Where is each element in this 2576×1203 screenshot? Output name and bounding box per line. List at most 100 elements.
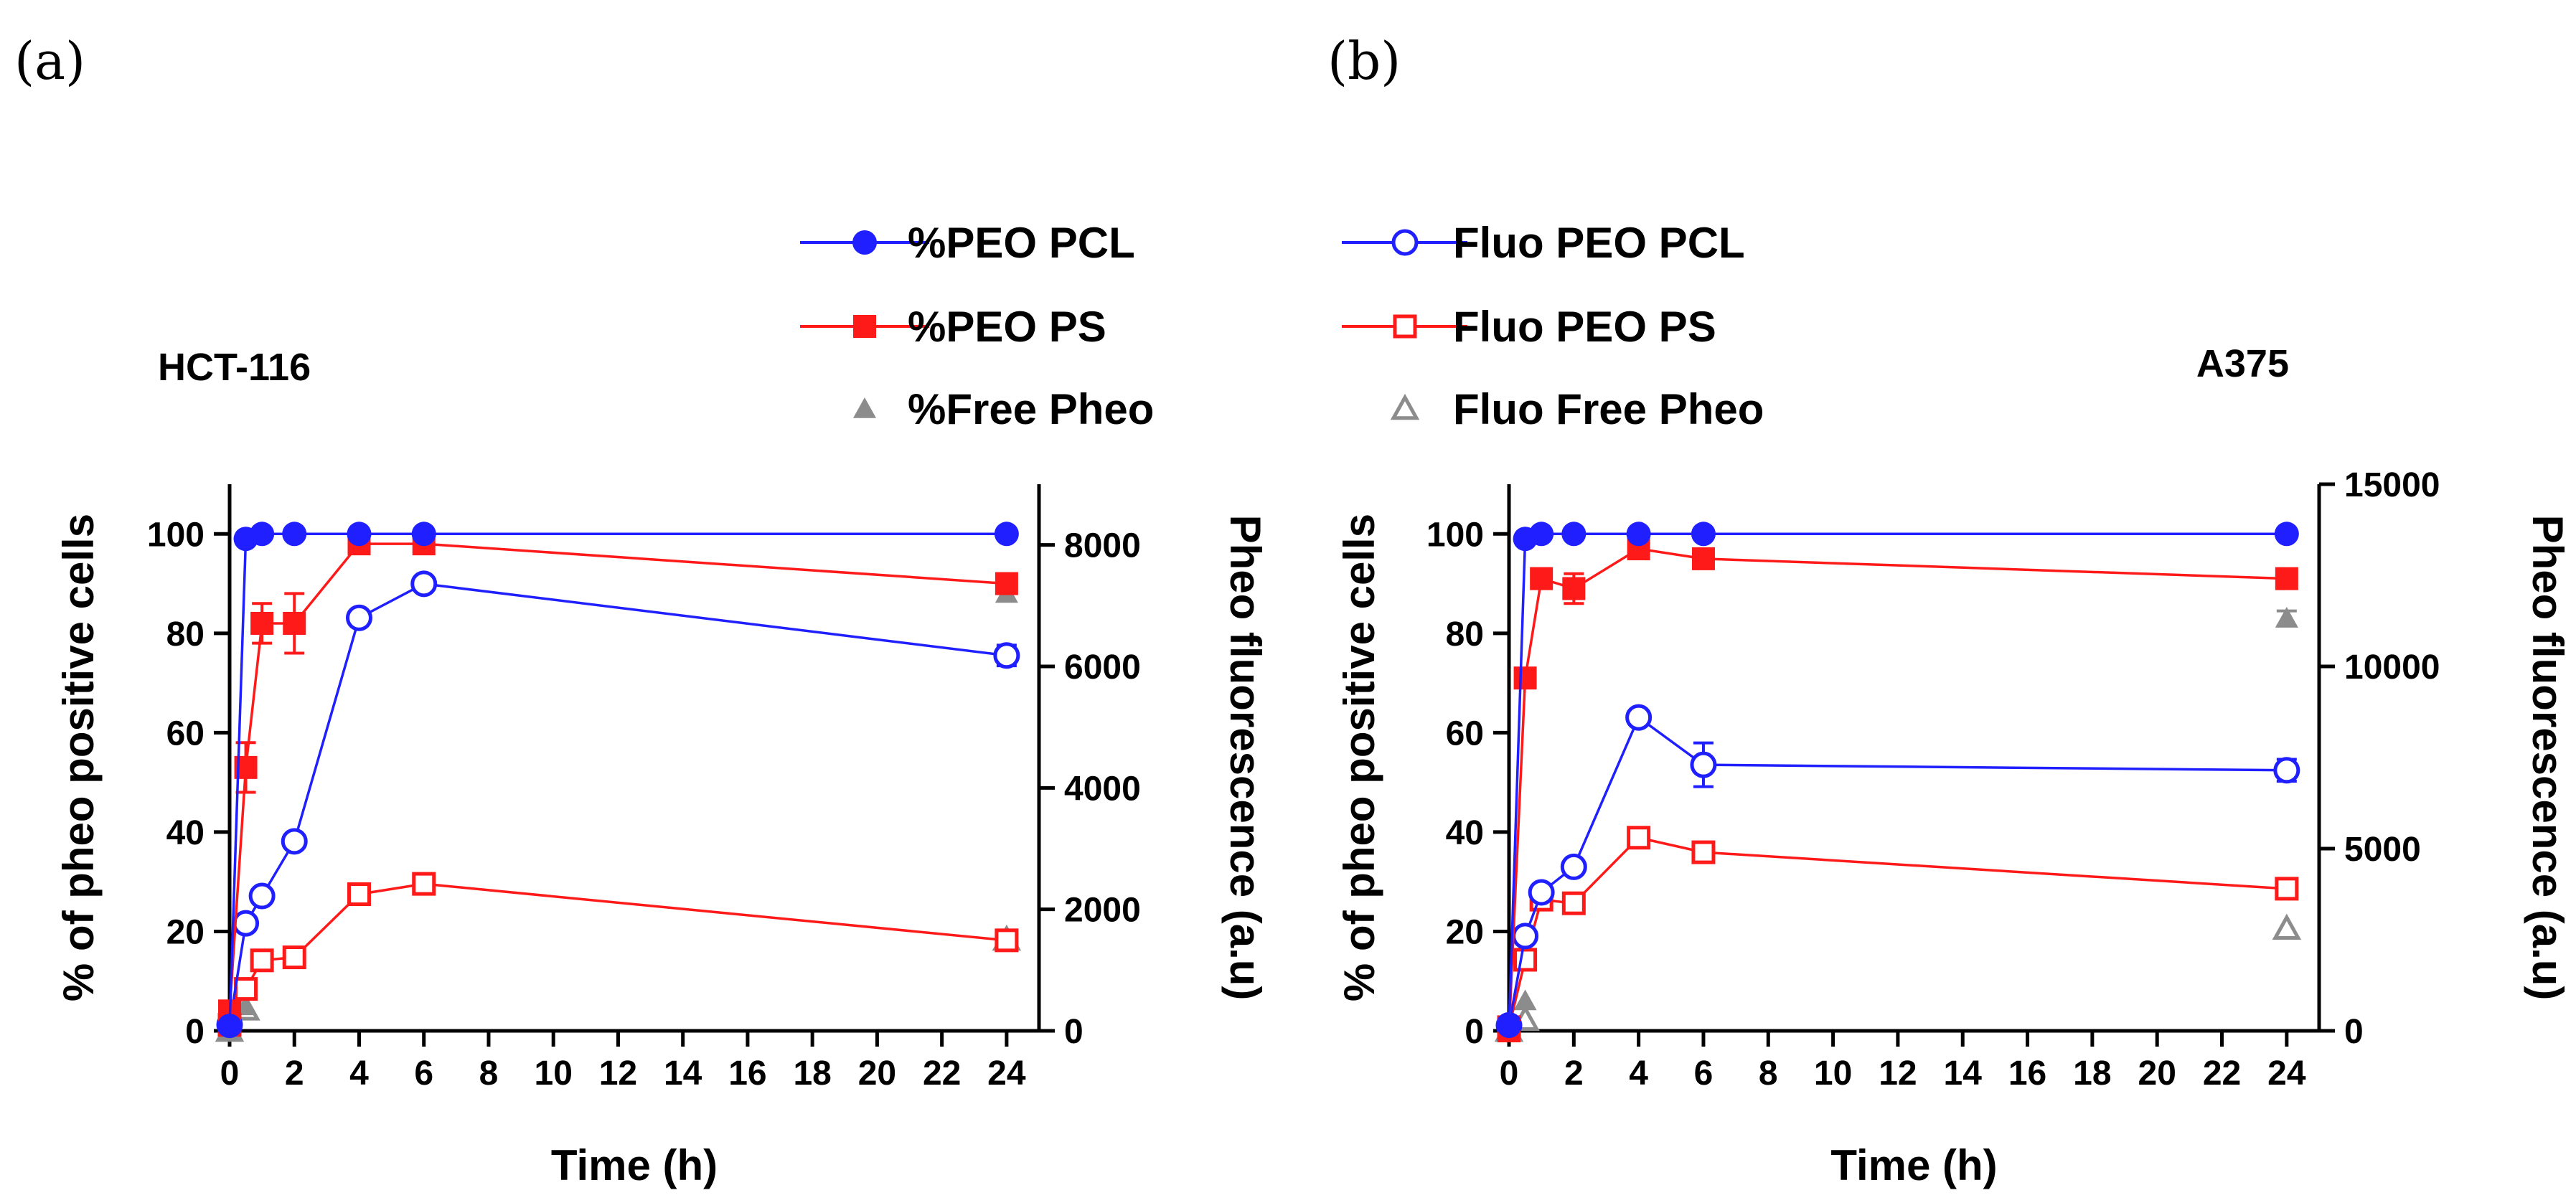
x-tick-label: 16	[728, 1055, 766, 1093]
y2-tick-label: 4000	[1064, 770, 1141, 808]
data-point-fluo_peo_pcl	[232, 910, 260, 937]
x-tick-label: 0	[1500, 1055, 1519, 1093]
data-point-pct_peo_pcl	[1561, 522, 1587, 547]
data-point-pct_peo_pcl	[1626, 522, 1651, 547]
series-line-pct_peo_ps	[1508, 547, 2287, 1032]
data-point-pct_peo_pcl	[347, 522, 372, 547]
x-tick-label: 4	[349, 1055, 369, 1093]
data-point-fluo_peo_ps	[282, 945, 306, 970]
data-point-pct_peo_ps	[250, 611, 274, 635]
chart-panel-b: 0 2 4 6 8 10 12 14 16 18 20 22 240204060801000500010…	[1335, 342, 2572, 1189]
series-fluo_peo_pcl	[1495, 704, 2300, 1039]
data-point-pct_peo_ps	[1562, 577, 1586, 600]
legend-label: Fluo PEO PS	[1453, 303, 1716, 351]
y-tick-label: 60	[1446, 714, 1484, 753]
series-fluo_peo_ps	[217, 872, 1019, 1037]
x-tick-label: 2	[1564, 1055, 1584, 1093]
data-point-pct_peo_pcl	[217, 1014, 242, 1039]
y-tick-label: 80	[166, 615, 205, 654]
data-point-pct_peo_pcl	[282, 522, 307, 547]
data-point-fluo_peo_ps	[1627, 826, 1651, 850]
y2-tick-label: 15000	[2344, 466, 2440, 504]
data-point-fluo_peo_ps	[995, 928, 1019, 953]
cell-line-label: HCT-116	[158, 346, 311, 389]
series-fluo_free_pheo	[215, 924, 1022, 1042]
data-point-pct_peo_ps	[1530, 567, 1553, 590]
legend-item-fluo_peo_pcl: Fluo PEO PCL	[1342, 219, 1745, 267]
x-tick-label: 10	[535, 1055, 573, 1093]
legend-marker-pct_free_pheo	[853, 397, 876, 418]
data-point-pct_peo_ps	[995, 572, 1018, 595]
x-tick-label: 12	[599, 1055, 637, 1093]
data-point-fluo_free_pheo	[2272, 913, 2302, 940]
legend-marker-fluo_peo_pcl	[1391, 229, 1419, 256]
y2-tick-label: 5000	[2344, 831, 2421, 869]
data-point-pct_peo_pcl	[411, 522, 436, 547]
y2-tick-label: 8000	[1064, 527, 1141, 565]
legend-marker-fluo_peo_ps	[1393, 314, 1417, 339]
series-pct_free_pheo	[1498, 607, 2298, 1040]
x-tick-label: 14	[664, 1055, 702, 1093]
x-tick-label: 10	[1814, 1055, 1852, 1093]
legend-item-pct_peo_ps: %PEO PS	[800, 303, 1106, 351]
x-tick-label: 4	[1629, 1055, 1648, 1093]
y2-tick-label: 0	[2344, 1013, 2364, 1051]
y-tick-label: 60	[166, 714, 205, 753]
x-tick-label: 6	[414, 1055, 433, 1093]
y-tick-label: 40	[1446, 814, 1484, 852]
x-tick-label: 18	[793, 1055, 831, 1093]
data-point-pct_peo_pcl	[1691, 522, 1716, 547]
x-tick-label: 8	[479, 1055, 499, 1093]
data-point-fluo_peo_ps	[234, 977, 258, 1001]
series-line-fluo_peo_pcl	[1508, 715, 2287, 1026]
y2-axis-title: Pheo fluorescence (a.u)	[2524, 515, 2572, 1001]
y-tick-label: 40	[166, 814, 205, 852]
x-tick-label: 8	[1759, 1055, 1778, 1093]
y2-tick-label: 6000	[1064, 648, 1141, 687]
data-point-fluo_peo_pcl	[410, 570, 438, 598]
legend-marker-fluo_free_pheo	[1390, 393, 1420, 420]
legend-item-pct_peo_pcl: %PEO PCL	[800, 219, 1135, 267]
x-tick-label: 6	[1694, 1055, 1714, 1093]
x-axis-title: Time (h)	[1830, 1141, 1997, 1189]
data-point-fluo_peo_pcl	[1560, 853, 1587, 880]
data-point-pct_free_pheo	[2275, 607, 2298, 628]
data-point-pct_peo_ps	[283, 611, 306, 635]
legend-marker-pct_peo_pcl	[852, 230, 877, 255]
y-tick-label: 0	[185, 1013, 205, 1051]
data-point-fluo_peo_pcl	[2273, 757, 2300, 784]
data-point-pct_peo_ps	[2275, 567, 2298, 590]
y-tick-label: 100	[147, 516, 205, 554]
data-point-fluo_peo_ps	[250, 948, 274, 973]
x-tick-label: 22	[2203, 1055, 2241, 1093]
y2-tick-label: 10000	[2344, 648, 2440, 687]
series-pct_peo_pcl	[1497, 522, 2299, 1039]
x-tick-label: 18	[2073, 1055, 2111, 1093]
x-tick-label: 14	[1944, 1055, 1983, 1093]
y-tick-label: 20	[1446, 913, 1484, 951]
legend-marker-pct_peo_ps	[853, 315, 876, 338]
data-point-pct_peo_ps	[1691, 547, 1715, 570]
data-point-fluo_peo_ps	[2275, 877, 2299, 901]
legend-label: Fluo PEO PCL	[1453, 219, 1745, 267]
panel-label-a: (a)	[14, 31, 85, 91]
legend-item-pct_free_pheo: %Free Pheo	[853, 385, 1154, 433]
data-point-fluo_peo_ps	[1513, 948, 1538, 972]
series-line-fluo_peo_ps	[228, 882, 1007, 1026]
data-point-fluo_peo_ps	[1561, 891, 1586, 915]
series-line-fluo_peo_ps	[1508, 836, 2287, 1028]
cell-line-label: A375	[2196, 342, 2289, 385]
legend-label: Fluo Free Pheo	[1453, 385, 1764, 433]
x-tick-label: 12	[1879, 1055, 1917, 1093]
x-tick-label: 16	[2008, 1055, 2046, 1093]
data-point-pct_peo_pcl	[2274, 522, 2299, 547]
series-line-pct_peo_pcl	[1508, 532, 2287, 1027]
data-point-pct_peo_pcl	[1529, 522, 1554, 547]
legend-label: %PEO PS	[908, 303, 1106, 351]
data-point-pct_peo_pcl	[994, 522, 1019, 547]
x-tick-label: 2	[285, 1055, 304, 1093]
y-axis-title: % of pheo positive cells	[55, 514, 103, 1001]
series-pct_peo_ps	[218, 532, 1018, 1023]
x-tick-label: 24	[2267, 1055, 2306, 1093]
x-axis-title: Time (h)	[551, 1141, 718, 1189]
